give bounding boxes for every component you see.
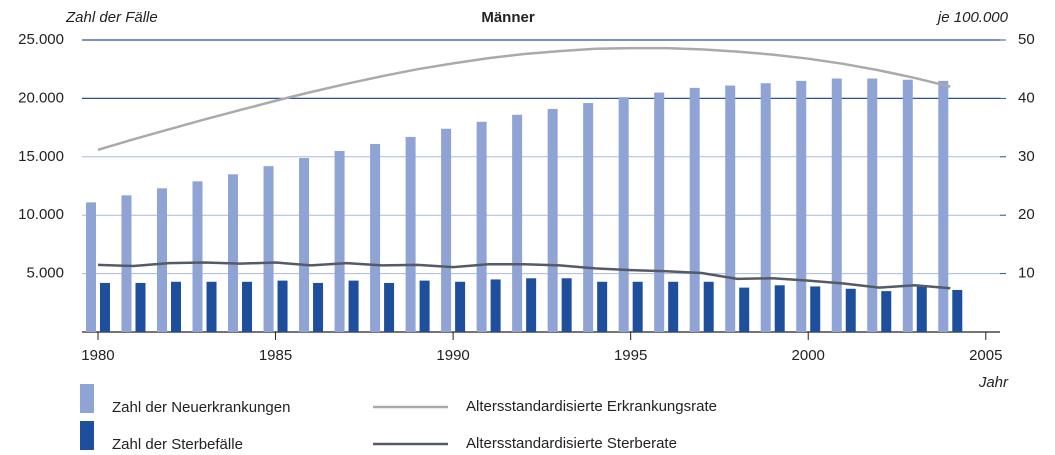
bar <box>632 281 643 332</box>
x-axis-label: Jahr <box>978 374 1009 391</box>
bar <box>384 282 395 332</box>
y-tick-label: 10.000 <box>18 206 64 223</box>
bar <box>526 278 537 332</box>
bar <box>228 174 239 332</box>
bar <box>881 291 892 332</box>
bar <box>405 136 416 332</box>
bar <box>192 181 203 332</box>
bar <box>689 87 700 332</box>
bar <box>654 92 665 332</box>
x-tick-label: 1990 <box>436 347 469 364</box>
legend-swatch <box>80 384 94 413</box>
bar <box>938 80 949 332</box>
bar <box>867 78 878 332</box>
legend-label: Zahl der Sterbefälle <box>112 436 243 453</box>
bar <box>703 281 714 332</box>
bar <box>263 166 274 332</box>
bar <box>668 281 679 332</box>
bar <box>157 188 168 332</box>
chart-title: Männer <box>481 9 535 26</box>
bar <box>135 282 146 332</box>
legend-label: Zahl der Neuerkrankungen <box>112 399 290 416</box>
bar <box>419 280 430 332</box>
bar <box>490 279 501 332</box>
bar <box>348 280 359 332</box>
y-axis-label: Zahl der Fälle <box>65 9 158 26</box>
bar <box>455 281 466 332</box>
bar <box>810 286 821 332</box>
legend-label: Altersstandardisierte Sterberate <box>466 435 677 452</box>
y2-tick-label: 40 <box>1018 89 1035 106</box>
bar <box>85 202 96 332</box>
bar <box>739 287 750 332</box>
y2-axis-label: je 100.000 <box>936 9 1009 26</box>
x-tick-label: 2000 <box>792 347 825 364</box>
bar <box>171 281 182 332</box>
bar <box>796 80 807 332</box>
legend-swatch <box>80 421 94 450</box>
bar <box>725 85 736 332</box>
y-tick-label: 25.000 <box>18 31 64 48</box>
bar <box>441 128 452 332</box>
line <box>97 261 951 290</box>
bar <box>774 285 785 332</box>
legend-label: Altersstandardisierte Erkrankungsrate <box>466 398 717 415</box>
bar <box>476 121 487 332</box>
bar <box>831 78 842 332</box>
bar <box>597 281 608 332</box>
bar <box>334 150 345 332</box>
bar <box>299 157 310 332</box>
bar <box>277 280 288 332</box>
bar <box>547 108 558 332</box>
bar <box>583 103 594 333</box>
x-tick-label: 1980 <box>81 347 114 364</box>
x-tick-label: 1985 <box>259 347 292 364</box>
bar <box>561 278 572 332</box>
y-tick-label: 20.000 <box>18 89 64 106</box>
y2-tick-label: 20 <box>1018 206 1035 223</box>
y-tick-label: 15.000 <box>18 148 64 165</box>
bar <box>121 195 132 332</box>
bar <box>206 281 217 332</box>
bar <box>313 282 324 332</box>
y-tick-label: 5.000 <box>26 265 64 282</box>
x-tick-label: 2005 <box>969 347 1002 364</box>
x-tick-label: 1995 <box>614 347 647 364</box>
bar <box>512 114 523 332</box>
bar <box>760 83 771 332</box>
bar <box>242 281 253 332</box>
bar <box>845 288 856 332</box>
line <box>97 46 951 151</box>
y2-tick-label: 30 <box>1018 148 1035 165</box>
bar <box>370 143 381 332</box>
bar <box>916 286 927 332</box>
bar <box>902 79 913 332</box>
bar <box>952 289 963 332</box>
bar <box>99 282 110 332</box>
bar <box>618 97 629 333</box>
y2-tick-label: 50 <box>1018 31 1035 48</box>
y2-tick-label: 10 <box>1018 265 1035 282</box>
